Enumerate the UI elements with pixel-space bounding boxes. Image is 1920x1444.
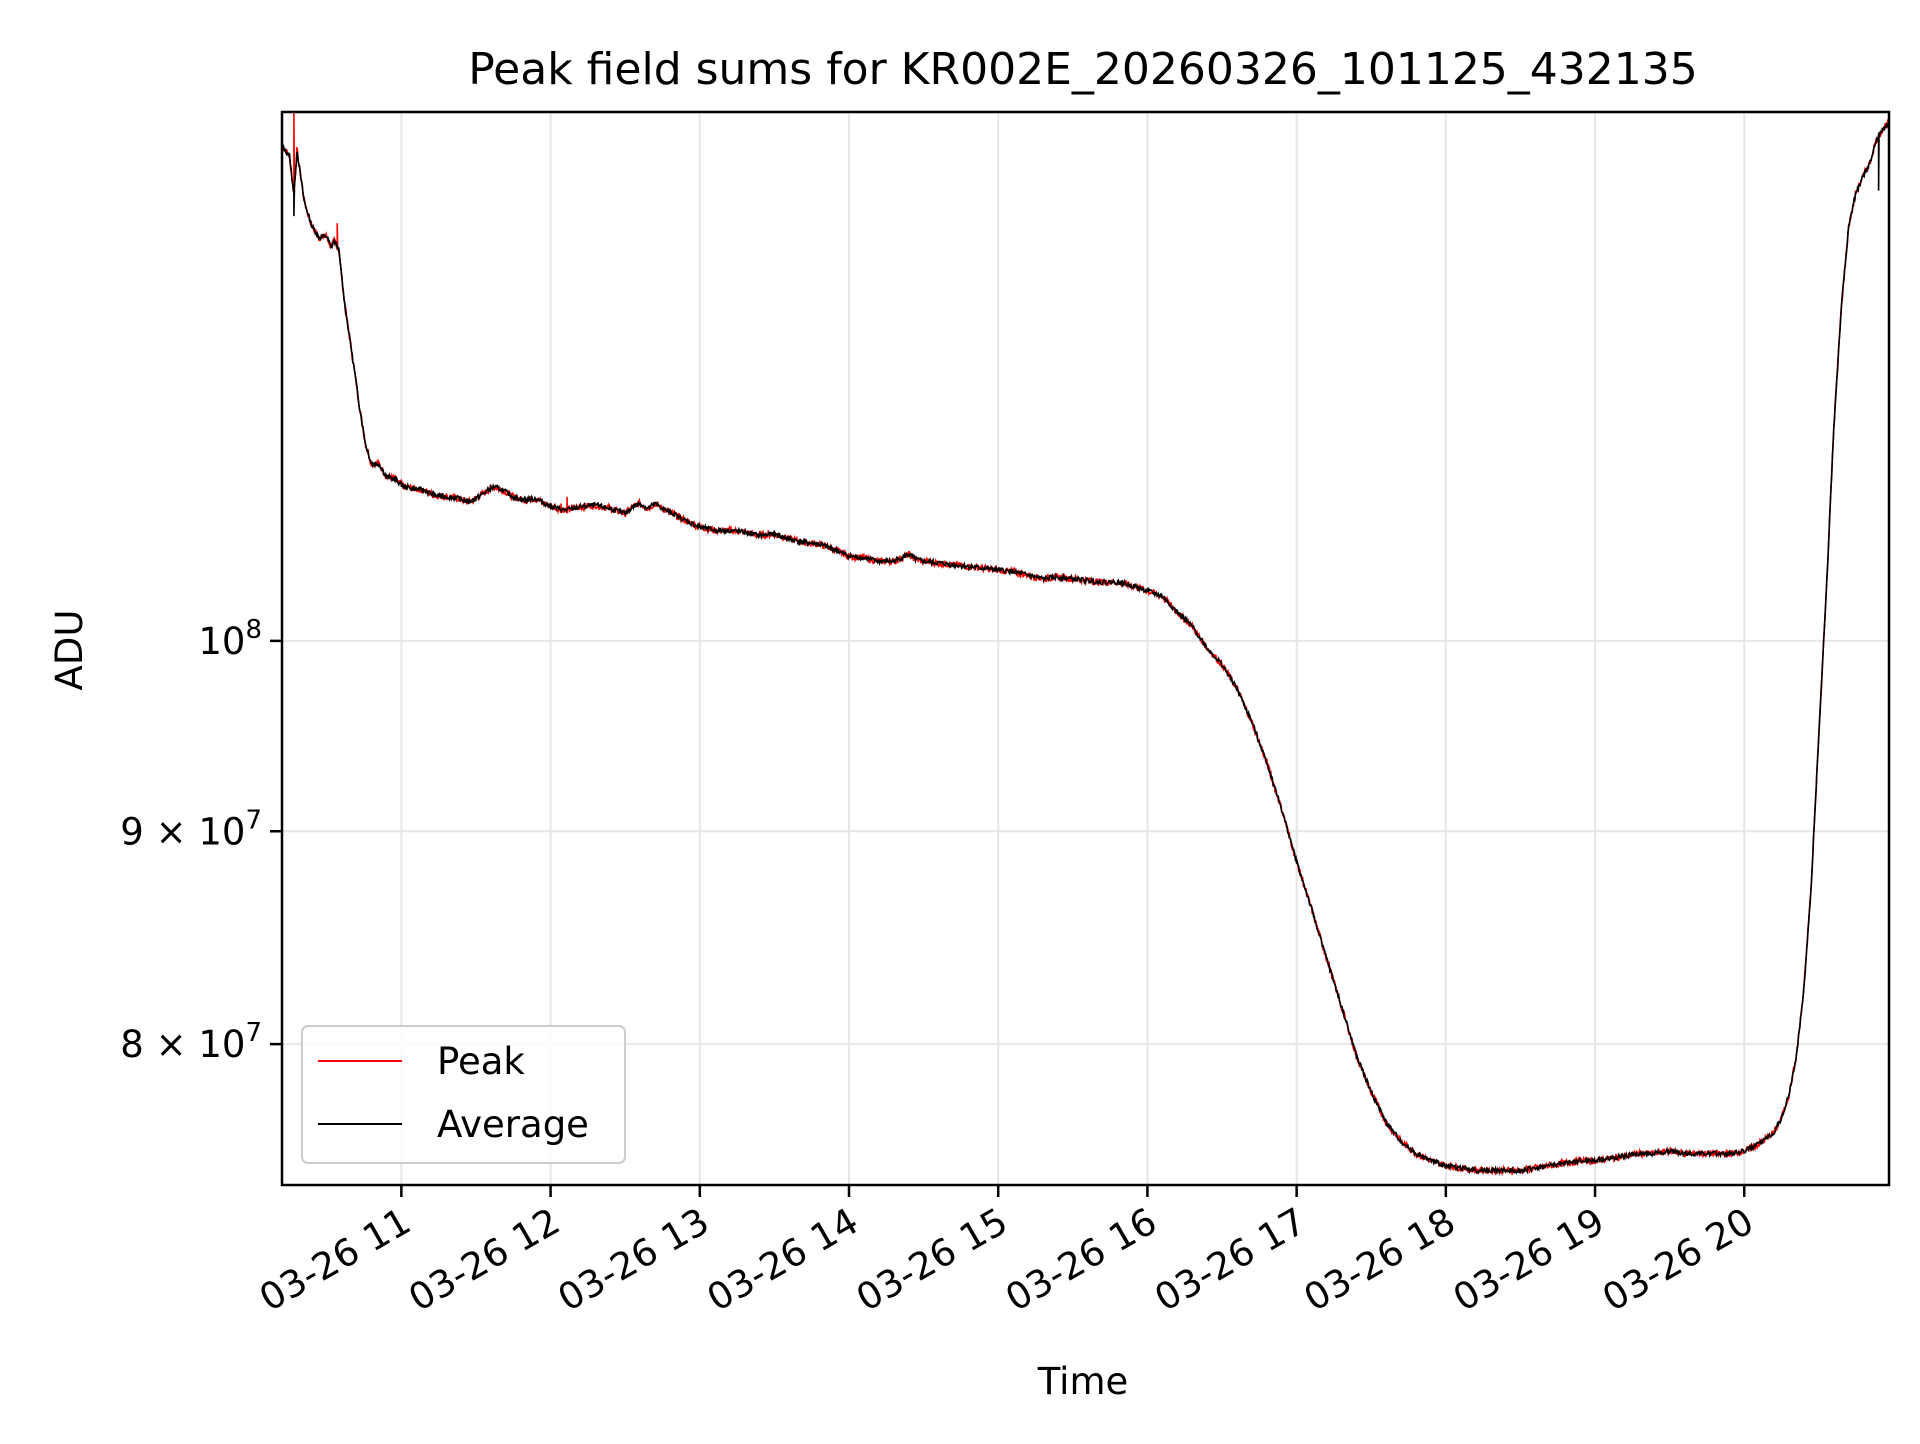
y-tick-label: 108 [198, 615, 262, 663]
y-tick-label: 8 × 107 [120, 1018, 262, 1066]
legend: Peak Average [301, 1025, 626, 1164]
series-layer [282, 112, 1889, 1176]
x-axis-label: Time [1037, 1360, 1129, 1403]
y-axis-label: ADU [48, 610, 91, 691]
grid [282, 112, 1889, 1185]
y-tick-label: 9 × 107 [120, 805, 262, 853]
chart-title: Peak field sums for KR002E_20260326_1011… [468, 44, 1698, 95]
legend-average-label: Average [437, 1103, 589, 1146]
plot-frame [280, 110, 1891, 1187]
legend-peak-label: Peak [437, 1040, 525, 1083]
series-average-line [282, 121, 1889, 1176]
